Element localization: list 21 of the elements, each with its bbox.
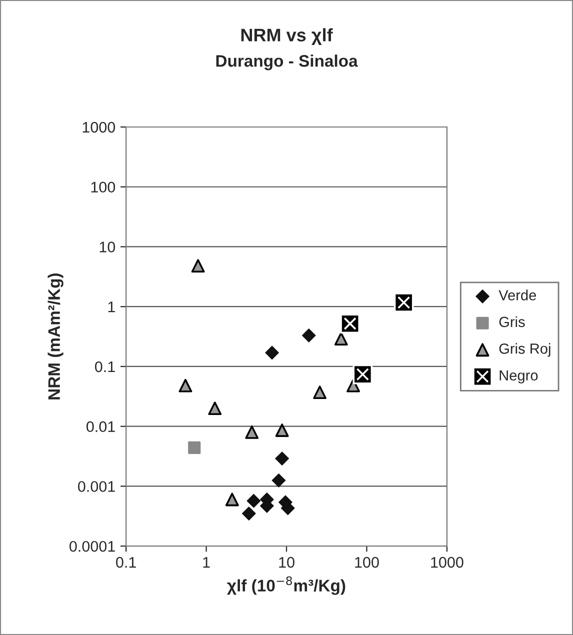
- x-tick-label: 10: [279, 556, 294, 568]
- y-tick-label: 0.001: [78, 481, 115, 492]
- legend-label: Verde: [498, 290, 536, 300]
- y-tick-label: 100: [91, 182, 116, 193]
- y-tick-label: 0.1: [95, 361, 115, 372]
- chart-subtitle: Durango - Sinaloa: [216, 54, 358, 70]
- legend-label: Gris: [499, 316, 525, 328]
- legend-label: Negro: [500, 370, 538, 384]
- y-tick-label: 1: [108, 302, 115, 312]
- y-axis-title: NRM (mAm²/Kg): [48, 274, 64, 400]
- y-tick-label: 10: [100, 242, 116, 252]
- x-tick-label: 1000: [431, 556, 464, 568]
- x-axis-title: χlf (10$^{−8}$m³/Kg): [227, 576, 346, 595]
- x-tick-label: 0.1: [116, 556, 136, 568]
- y-tick-label: 0.01: [86, 421, 115, 432]
- y-tick-label: 1000: [82, 122, 116, 133]
- x-tick-label: 100: [355, 556, 379, 568]
- y-tick-label: 0.0001: [70, 540, 115, 552]
- legend-label: Gris Roj: [499, 343, 550, 357]
- x-tick-label: 1: [203, 557, 210, 568]
- chart-title: NRM vs χlf: [241, 28, 333, 46]
